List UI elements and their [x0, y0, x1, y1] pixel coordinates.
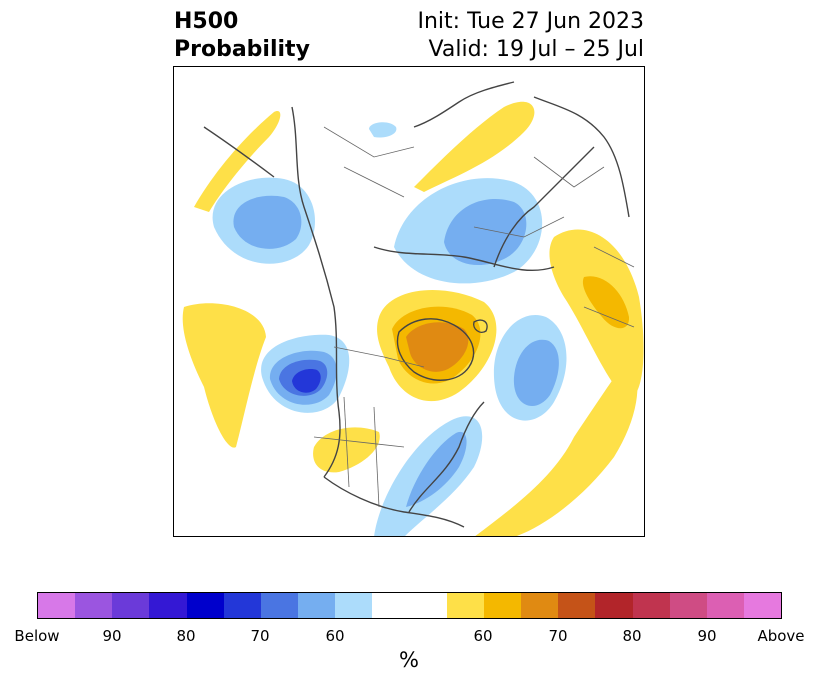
colorbar-tick-label: 60 — [473, 627, 493, 645]
colorbar-tick-label: 80 — [176, 627, 196, 645]
above-region-pole-strong — [406, 322, 469, 372]
colorbar-swatch — [558, 593, 596, 618]
colorbar-swatch — [669, 593, 707, 618]
variable-label: H500 — [174, 9, 239, 34]
init-label: Init: Tue 27 Jun 2023 — [417, 9, 645, 34]
colorbar-swatch — [521, 593, 559, 618]
colorbar-tick-label: 70 — [250, 627, 270, 645]
colorbar-swatch — [75, 593, 113, 618]
colorbar-swatch — [595, 593, 633, 618]
coastlines — [203, 81, 630, 528]
below-region-nepacific-core — [233, 195, 302, 249]
map-panel — [173, 66, 645, 537]
colorbar-swatch — [186, 593, 224, 618]
below-region-wcanada-core — [292, 369, 321, 393]
colorbar-swatch — [446, 593, 484, 618]
political-borders — [313, 126, 635, 508]
colorbar-swatch — [223, 593, 261, 618]
above-region-atlantic-band — [475, 357, 638, 536]
colorbar-swatch — [706, 593, 744, 618]
colorbar-tick-label: 80 — [622, 627, 642, 645]
valid-label: Valid: 19 Jul – 25 Jul — [428, 37, 644, 62]
above-region-westpac — [182, 303, 266, 448]
above-region-siberia-north — [414, 101, 535, 192]
colorbar-unit-label: % — [399, 648, 419, 672]
colorbar — [37, 592, 782, 619]
colorbar-swatch — [632, 593, 670, 618]
above-normal-regions — [182, 101, 644, 536]
colorbar-tick-label: 60 — [325, 627, 345, 645]
map-svg — [182, 81, 644, 536]
map-title-right: Init: Tue 27 Jun 2023 Valid: 19 Jul – 25… — [418, 8, 645, 64]
below-region-atlantic-core — [513, 339, 559, 407]
colorbar-swatch — [298, 593, 336, 618]
colorbar-swatch — [409, 593, 447, 618]
colorbar-swatch — [743, 593, 782, 618]
below-region-siberia-core — [444, 198, 527, 266]
above-region-npacific-arc — [194, 111, 281, 212]
below-normal-regions — [212, 122, 567, 536]
map-title-left: H500 Probability — [174, 8, 310, 64]
product-label: Probability — [174, 37, 310, 62]
above-region-asia-east — [549, 229, 644, 399]
above-region-asia-east-core — [582, 276, 630, 329]
colorbar-swatch — [38, 593, 76, 618]
colorbar-swatch — [149, 593, 187, 618]
colorbar-swatch — [335, 593, 373, 618]
colorbar-swatch — [483, 593, 522, 618]
colorbar-tick-label: Above — [757, 627, 805, 645]
colorbar-tick-label: 90 — [102, 627, 122, 645]
colorbar-tick-label: 90 — [697, 627, 717, 645]
colorbar-swatch — [112, 593, 150, 618]
colorbar-tick-label: 70 — [548, 627, 568, 645]
below-region-arctic-small — [369, 122, 397, 138]
colorbar-tick-label: Below — [14, 627, 60, 645]
colorbar-swatch — [372, 593, 410, 618]
colorbar-swatch — [260, 593, 299, 618]
below-region-east-us-core — [406, 431, 467, 507]
